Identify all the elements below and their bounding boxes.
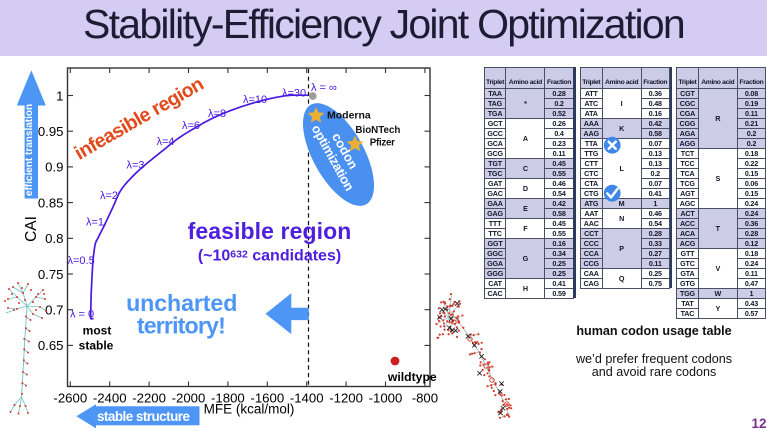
svg-text:-1600: -1600	[250, 391, 284, 406]
svg-text:efficient translation: efficient translation	[24, 104, 35, 196]
svg-text:-2400: -2400	[93, 391, 127, 406]
svg-text:feasible region: feasible region	[188, 218, 352, 244]
svg-text:λ=0.5: λ=0.5	[68, 255, 95, 267]
svg-text:-2000: -2000	[172, 391, 206, 406]
svg-text:λ=2: λ=2	[100, 190, 118, 202]
svg-text:λ=4: λ=4	[157, 136, 175, 148]
svg-text:0.7: 0.7	[45, 303, 63, 318]
svg-text:λ=8: λ=8	[208, 108, 226, 120]
svg-text:uncharted: uncharted	[126, 290, 237, 316]
svg-text:-1800: -1800	[211, 391, 245, 406]
svg-text:wildtype: wildtype	[387, 370, 437, 384]
svg-text:λ=30: λ=30	[282, 88, 306, 100]
svg-text:BioNTech: BioNTech	[355, 125, 400, 136]
svg-text:-1200: -1200	[329, 391, 363, 406]
svg-text:Pfizer: Pfizer	[370, 137, 395, 148]
svg-text:(~10632 candidates): (~10632 candidates)	[198, 248, 341, 265]
svg-text:λ=1: λ=1	[86, 217, 104, 229]
svg-text:most: most	[83, 323, 112, 337]
svg-text:-2200: -2200	[132, 391, 166, 406]
svg-text:λ = ∞: λ = ∞	[311, 82, 337, 94]
svg-text:0.95: 0.95	[38, 124, 64, 139]
svg-text:0.8: 0.8	[45, 231, 63, 246]
svg-text:MFE (kcal/mol): MFE (kcal/mol)	[204, 402, 295, 417]
svg-text:0.85: 0.85	[38, 195, 64, 210]
svg-text:-1000: -1000	[369, 391, 403, 406]
svg-text:CAI: CAI	[23, 216, 40, 242]
svg-text:λ=6: λ=6	[182, 120, 200, 132]
svg-text:-1400: -1400	[290, 391, 324, 406]
svg-text:λ=10: λ=10	[243, 94, 267, 106]
svg-text:-2600: -2600	[53, 391, 87, 406]
svg-text:λ = 0: λ = 0	[70, 309, 94, 321]
svg-text:λ=3: λ=3	[127, 160, 145, 172]
svg-text:stable structure: stable structure	[97, 409, 191, 424]
svg-text:0.9: 0.9	[45, 160, 63, 175]
svg-text:stable: stable	[79, 339, 114, 353]
svg-text:territory!: territory!	[137, 312, 225, 338]
svg-text:Moderna: Moderna	[327, 109, 371, 121]
svg-text:1: 1	[56, 88, 63, 103]
svg-text:0.75: 0.75	[38, 267, 64, 282]
svg-text:infeasible region: infeasible region	[71, 73, 207, 164]
svg-text:-800: -800	[412, 391, 438, 406]
svg-text:0.65: 0.65	[38, 338, 64, 353]
